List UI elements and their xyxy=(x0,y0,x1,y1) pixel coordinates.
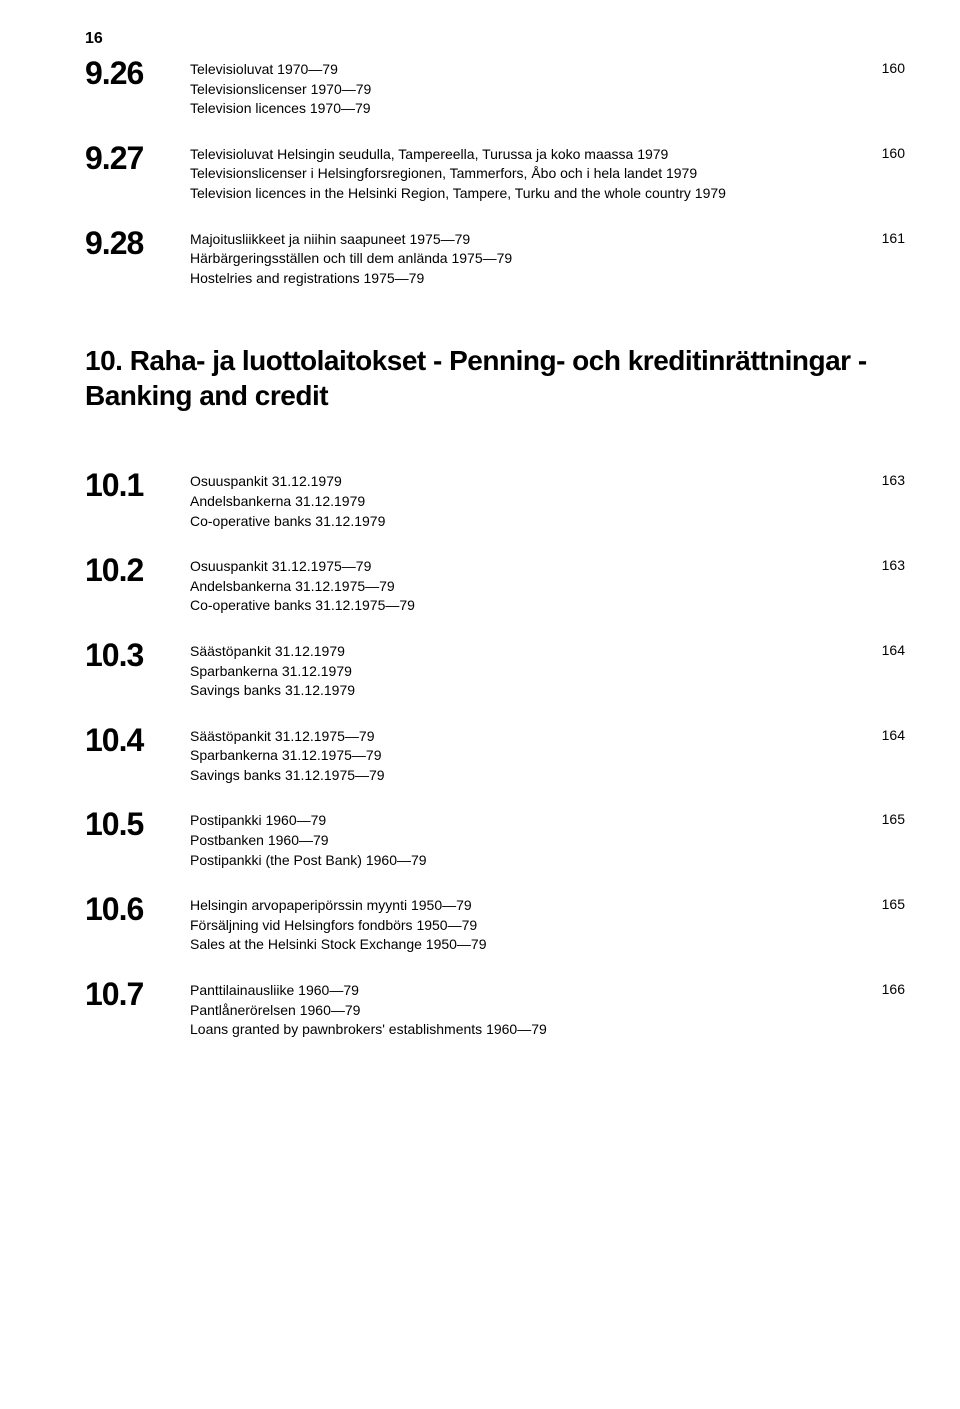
entry-lines: Säästöpankit 31.12.1975—79 Sparbankerna … xyxy=(190,727,855,786)
entry-page: 163 xyxy=(855,472,905,488)
entry-line: Co-operative banks 31.12.1975—79 xyxy=(190,596,855,616)
entry-lines: Panttilainausliike 1960—79 Pantlånerörel… xyxy=(190,981,855,1040)
entry-lines: Majoitusliikkeet ja niihin saapuneet 197… xyxy=(190,230,855,289)
entry-line: Postbanken 1960—79 xyxy=(190,831,855,851)
entry-page: 165 xyxy=(855,811,905,827)
entry-line: Osuuspankit 31.12.1975—79 xyxy=(190,557,855,577)
entry-line: Osuuspankit 31.12.1979 xyxy=(190,472,855,492)
entry-number: 10.7 xyxy=(85,977,190,1012)
entry-body: Osuuspankit 31.12.1979 Andelsbankerna 31… xyxy=(190,468,905,531)
entry-line: Co-operative banks 31.12.1979 xyxy=(190,512,855,532)
entry-number: 10.3 xyxy=(85,638,190,673)
entry-number: 10.6 xyxy=(85,892,190,927)
entry-line: Savings banks 31.12.1975—79 xyxy=(190,766,855,786)
entry-line: Helsingin arvopaperipörssin myynti 1950—… xyxy=(190,896,855,916)
entry-body: Televisioluvat Helsingin seudulla, Tampe… xyxy=(190,141,905,204)
entry-line: Loans granted by pawnbrokers' establishm… xyxy=(190,1020,855,1040)
entry-line: Televisioluvat Helsingin seudulla, Tampe… xyxy=(190,145,855,165)
entry-line: Savings banks 31.12.1979 xyxy=(190,681,855,701)
entry-page: 164 xyxy=(855,727,905,743)
entry-line: Televisionslicenser i Helsingforsregione… xyxy=(190,164,855,184)
entry-line: Försäljning vid Helsingfors fondbörs 195… xyxy=(190,916,855,936)
entry-line: Säästöpankit 31.12.1979 xyxy=(190,642,855,662)
page-number: 16 xyxy=(85,30,905,48)
toc-entry: 10.5 Postipankki 1960—79 Postbanken 1960… xyxy=(85,807,905,870)
entry-line: Television licences in the Helsinki Regi… xyxy=(190,184,855,204)
entry-body: Panttilainausliike 1960—79 Pantlånerörel… xyxy=(190,977,905,1040)
entry-page: 166 xyxy=(855,981,905,997)
entry-body: Helsingin arvopaperipörssin myynti 1950—… xyxy=(190,892,905,955)
entry-lines: Televisioluvat 1970—79 Televisionslicens… xyxy=(190,60,855,119)
entry-page: 160 xyxy=(855,60,905,76)
entry-page: 165 xyxy=(855,896,905,912)
entry-line: Panttilainausliike 1960—79 xyxy=(190,981,855,1001)
toc-entry: 10.7 Panttilainausliike 1960—79 Pantlåne… xyxy=(85,977,905,1040)
entry-number: 10.5 xyxy=(85,807,190,842)
entry-body: Televisioluvat 1970—79 Televisionslicens… xyxy=(190,56,905,119)
entry-number: 10.4 xyxy=(85,723,190,758)
entry-lines: Säästöpankit 31.12.1979 Sparbankerna 31.… xyxy=(190,642,855,701)
entry-line: Andelsbankerna 31.12.1979 xyxy=(190,492,855,512)
entry-line: Majoitusliikkeet ja niihin saapuneet 197… xyxy=(190,230,855,250)
entry-line: Andelsbankerna 31.12.1975—79 xyxy=(190,577,855,597)
toc-entry: 10.4 Säästöpankit 31.12.1975—79 Sparbank… xyxy=(85,723,905,786)
entry-lines: Osuuspankit 31.12.1975—79 Andelsbankerna… xyxy=(190,557,855,616)
entry-lines: Helsingin arvopaperipörssin myynti 1950—… xyxy=(190,896,855,955)
entry-line: Härbärgeringsställen och till dem anländ… xyxy=(190,249,855,269)
entry-lines: Televisioluvat Helsingin seudulla, Tampe… xyxy=(190,145,855,204)
entry-line: Säästöpankit 31.12.1975—79 xyxy=(190,727,855,747)
bottom-entries-list: 10.1 Osuuspankit 31.12.1979 Andelsbanker… xyxy=(85,468,905,1039)
entry-number: 10.2 xyxy=(85,553,190,588)
entry-number: 10.1 xyxy=(85,468,190,503)
toc-entry: 10.1 Osuuspankit 31.12.1979 Andelsbanker… xyxy=(85,468,905,531)
entry-lines: Osuuspankit 31.12.1979 Andelsbankerna 31… xyxy=(190,472,855,531)
entry-line: Sales at the Helsinki Stock Exchange 195… xyxy=(190,935,855,955)
entry-body: Majoitusliikkeet ja niihin saapuneet 197… xyxy=(190,226,905,289)
entry-line: Postipankki 1960—79 xyxy=(190,811,855,831)
entry-page: 164 xyxy=(855,642,905,658)
entry-body: Postipankki 1960—79 Postbanken 1960—79 P… xyxy=(190,807,905,870)
entry-body: Säästöpankit 31.12.1975—79 Sparbankerna … xyxy=(190,723,905,786)
entry-page: 161 xyxy=(855,230,905,246)
entry-line: Television licences 1970—79 xyxy=(190,99,855,119)
entry-page: 160 xyxy=(855,145,905,161)
entry-number: 9.28 xyxy=(85,226,190,261)
toc-entry: 9.26 Televisioluvat 1970—79 Televisionsl… xyxy=(85,56,905,119)
entry-line: Pantlånerörelsen 1960—79 xyxy=(190,1001,855,1021)
entry-line: Postipankki (the Post Bank) 1960—79 xyxy=(190,851,855,871)
toc-entry: 10.2 Osuuspankit 31.12.1975—79 Andelsban… xyxy=(85,553,905,616)
entry-body: Säästöpankit 31.12.1979 Sparbankerna 31.… xyxy=(190,638,905,701)
entry-number: 9.27 xyxy=(85,141,190,176)
toc-entry: 10.3 Säästöpankit 31.12.1979 Sparbankern… xyxy=(85,638,905,701)
entry-number: 9.26 xyxy=(85,56,190,91)
entry-lines: Postipankki 1960—79 Postbanken 1960—79 P… xyxy=(190,811,855,870)
entry-line: Televisioluvat 1970—79 xyxy=(190,60,855,80)
toc-entry: 9.27 Televisioluvat Helsingin seudulla, … xyxy=(85,141,905,204)
toc-entry: 10.6 Helsingin arvopaperipörssin myynti … xyxy=(85,892,905,955)
toc-entry: 9.28 Majoitusliikkeet ja niihin saapunee… xyxy=(85,226,905,289)
top-entries-list: 9.26 Televisioluvat 1970—79 Televisionsl… xyxy=(85,56,905,288)
entry-body: Osuuspankit 31.12.1975—79 Andelsbankerna… xyxy=(190,553,905,616)
entry-line: Hostelries and registrations 1975—79 xyxy=(190,269,855,289)
entry-line: Sparbankerna 31.12.1975—79 xyxy=(190,746,855,766)
entry-line: Televisionslicenser 1970—79 xyxy=(190,80,855,100)
section-heading: 10. Raha- ja luottolaitokset - Penning- … xyxy=(85,343,905,413)
entry-line: Sparbankerna 31.12.1979 xyxy=(190,662,855,682)
entry-page: 163 xyxy=(855,557,905,573)
